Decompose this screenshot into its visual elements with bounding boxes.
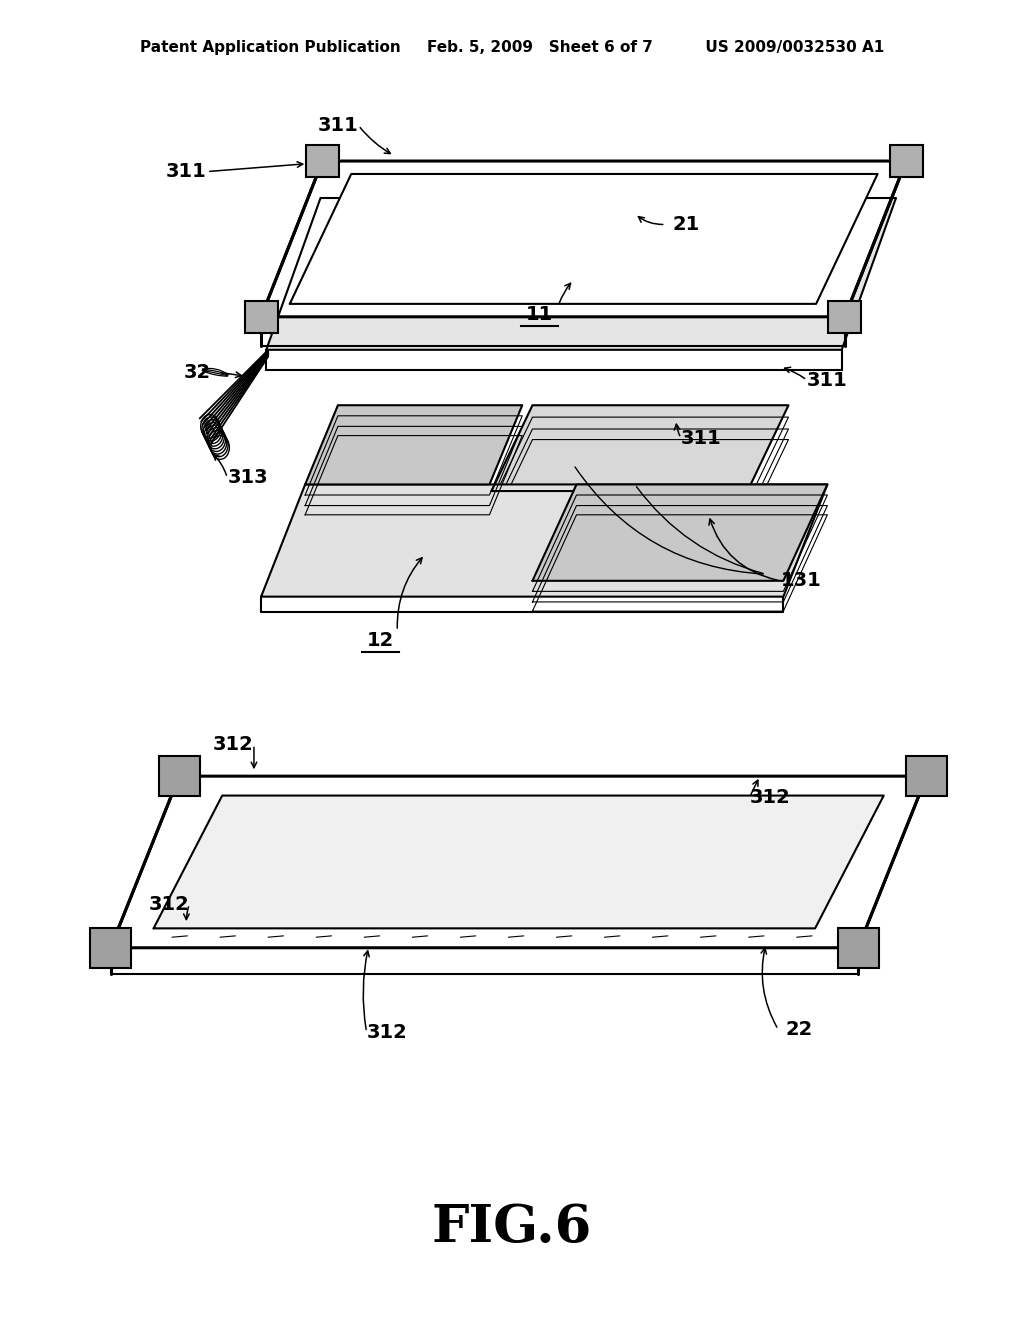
Polygon shape <box>90 928 131 968</box>
Polygon shape <box>245 301 278 333</box>
Text: 312: 312 <box>367 1023 408 1041</box>
Polygon shape <box>159 756 200 796</box>
Polygon shape <box>261 161 906 317</box>
Polygon shape <box>906 756 947 796</box>
Text: 311: 311 <box>807 371 848 389</box>
Text: 311: 311 <box>317 116 358 135</box>
Text: 312: 312 <box>750 788 791 807</box>
Text: 22: 22 <box>785 1020 812 1039</box>
Text: 32: 32 <box>184 363 211 381</box>
Text: 11: 11 <box>526 305 553 323</box>
Text: 21: 21 <box>673 215 699 234</box>
Text: FIG.6: FIG.6 <box>432 1203 592 1253</box>
Text: 12: 12 <box>368 631 394 649</box>
Polygon shape <box>154 796 884 928</box>
Text: 311: 311 <box>166 162 207 181</box>
Polygon shape <box>828 301 861 333</box>
Text: 313: 313 <box>227 469 268 487</box>
Polygon shape <box>492 405 788 491</box>
Text: 312: 312 <box>148 895 189 913</box>
Text: 312: 312 <box>213 735 254 754</box>
Text: 131: 131 <box>780 572 821 590</box>
Text: Patent Application Publication     Feb. 5, 2009   Sheet 6 of 7          US 2009/: Patent Application Publication Feb. 5, 2… <box>140 40 884 55</box>
Polygon shape <box>261 484 827 597</box>
Polygon shape <box>532 484 827 581</box>
Polygon shape <box>266 198 896 350</box>
Polygon shape <box>305 405 522 484</box>
Polygon shape <box>306 145 339 177</box>
Polygon shape <box>111 776 927 948</box>
Polygon shape <box>290 174 878 304</box>
Polygon shape <box>838 928 879 968</box>
Polygon shape <box>890 145 923 177</box>
Text: 311: 311 <box>681 429 722 447</box>
